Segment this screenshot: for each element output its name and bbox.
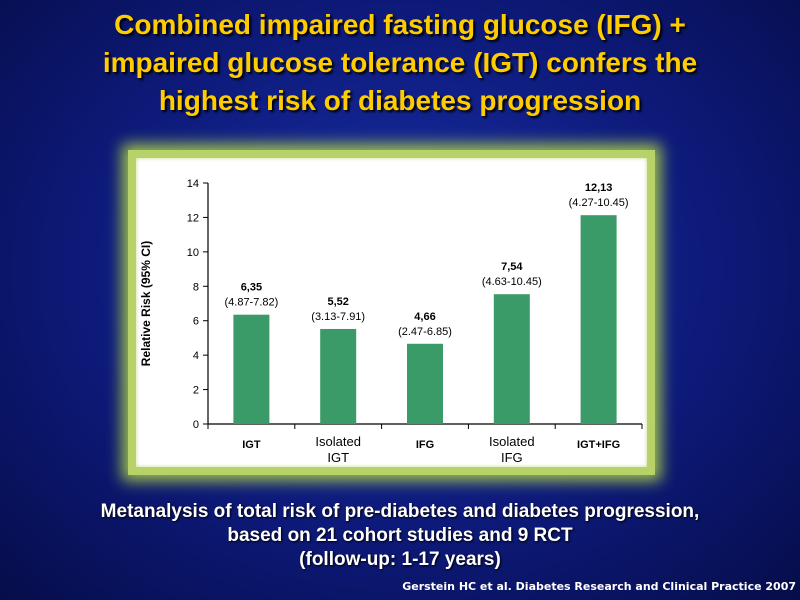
ci-label: (4.63-10.45)	[482, 276, 542, 288]
x-tick-label: IGT+IFG	[577, 439, 620, 451]
x-tick-label: Isolated	[315, 434, 361, 449]
x-tick-label: IFG	[416, 439, 434, 451]
y-tick-label: 6	[193, 316, 199, 328]
ci-label: (4.87-7.82)	[224, 297, 278, 309]
value-label: 5,52	[327, 296, 348, 308]
y-tick-label: 2	[193, 385, 199, 397]
citation: Gerstein HC et al. Diabetes Research and…	[402, 580, 796, 593]
y-tick-label: 10	[187, 247, 199, 259]
ci-label: (3.13-7.91)	[311, 311, 365, 323]
y-tick-label: 0	[193, 419, 199, 431]
bar-igt-ifg	[580, 215, 617, 424]
slide-caption: Metanalysis of total risk of pre-diabete…	[0, 500, 800, 572]
x-tick-label: IFG	[501, 450, 523, 465]
value-label: 4,66	[414, 311, 435, 323]
x-tick-label: Isolated	[489, 434, 535, 449]
caption-line-3: (follow-up: 1-17 years)	[299, 549, 501, 570]
y-tick-label: 14	[187, 178, 199, 190]
title-line-2: impaired glucose tolerance (IGT) confers…	[102, 47, 698, 78]
bar-ifg	[407, 343, 443, 424]
ci-label: (4.27-10.45)	[569, 197, 629, 209]
y-tick-label: 12	[187, 212, 199, 224]
title-line-1: Combined impaired fasting glucose (IFG) …	[114, 9, 686, 40]
value-label: 7,54	[501, 261, 523, 273]
bar-isolated-igt	[320, 328, 357, 424]
value-label: 6,35	[241, 282, 262, 294]
x-tick-label: IGT	[327, 450, 349, 465]
x-tick-label: IGT	[242, 439, 261, 451]
caption-line-1: Metanalysis of total risk of pre-diabete…	[100, 501, 700, 522]
y-axis-label: Relative Risk (95% CI)	[139, 241, 153, 366]
bar-chart: 0 2 4 6 8 10 12 14 Relative Risk (95% CI) (4.87-7…	[139, 178, 643, 465]
bar-isolated-ifg	[493, 294, 530, 424]
value-label: 12,13	[585, 182, 613, 194]
chart-panel: 0 2 4 6 8 10 12 14 Relative Risk (95% CI) (4.87-7…	[128, 150, 655, 475]
y-tick-label: 4	[193, 350, 199, 362]
caption-line-2: based on 21 cohort studies and 9 RCT	[227, 525, 573, 546]
bar-igt	[233, 314, 270, 424]
slide-title: Combined impaired fasting glucose (IFG) …	[0, 6, 800, 120]
title-line-3: highest risk of diabetes progression	[158, 85, 642, 116]
ci-label: (2.47-6.85)	[398, 326, 452, 338]
y-tick-label: 8	[193, 281, 199, 293]
